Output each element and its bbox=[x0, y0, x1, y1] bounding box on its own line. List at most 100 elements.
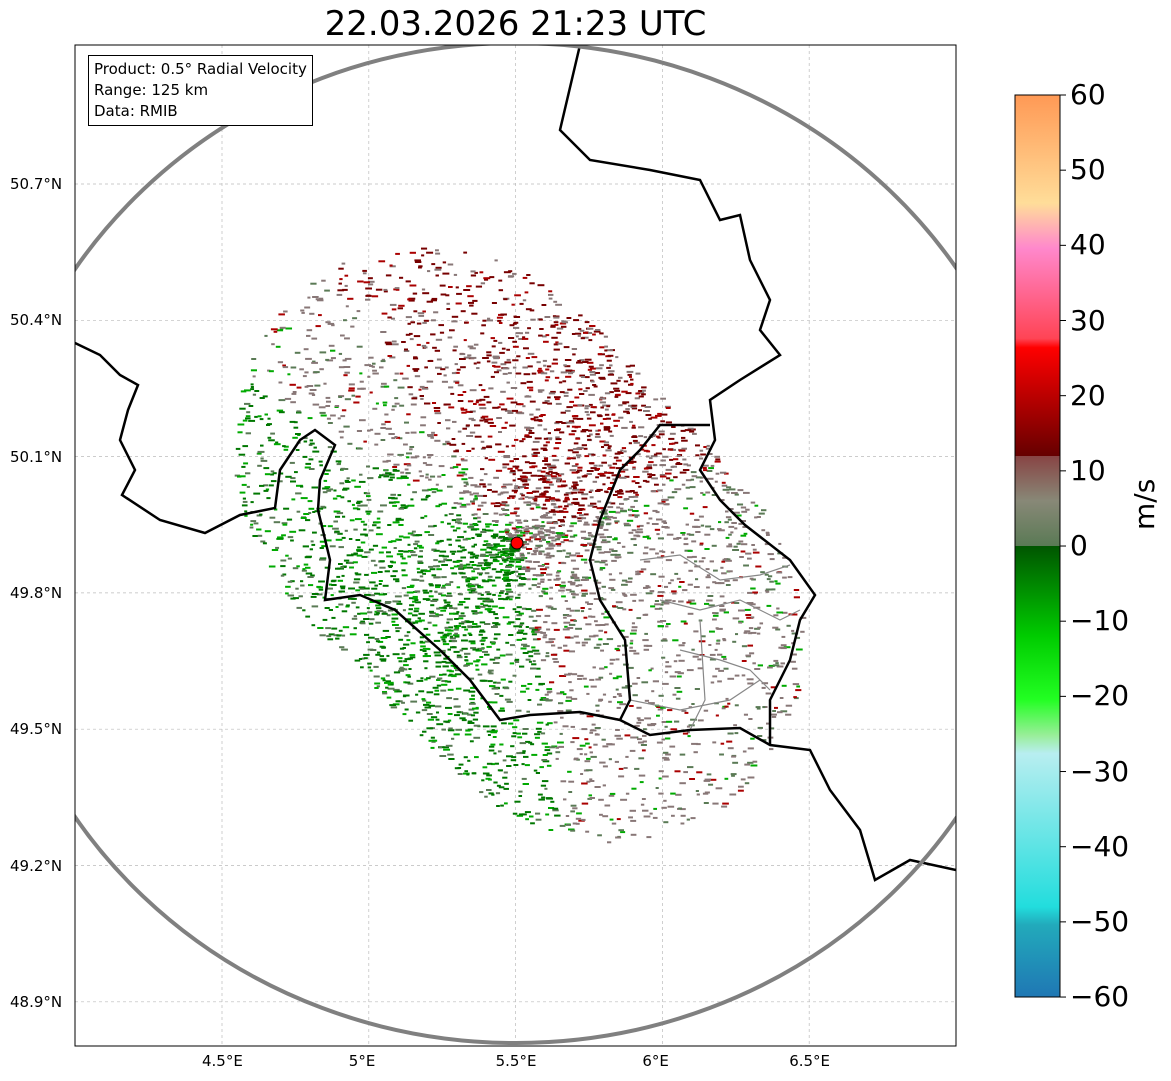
echo-pixel bbox=[589, 367, 596, 370]
echo-pixel bbox=[666, 533, 674, 536]
echo-pixel bbox=[505, 653, 513, 656]
echo-pixel bbox=[488, 458, 496, 461]
echo-pixel bbox=[608, 430, 613, 433]
echo-pixel bbox=[532, 440, 540, 443]
echo-pixel bbox=[512, 473, 516, 476]
echo-pixel bbox=[483, 473, 488, 476]
echo-pixel bbox=[714, 460, 721, 463]
echo-pixel bbox=[491, 568, 497, 571]
echo-pixel bbox=[519, 552, 524, 555]
echo-pixel bbox=[580, 544, 588, 546]
echo-pixel bbox=[732, 640, 737, 643]
echo-pixel bbox=[514, 438, 519, 441]
echo-pixel bbox=[729, 793, 737, 796]
echo-pixel bbox=[563, 394, 569, 397]
echo-pixel bbox=[591, 723, 596, 726]
echo-pixel bbox=[563, 798, 567, 801]
echo-pixel bbox=[405, 280, 411, 283]
echo-pixel bbox=[745, 614, 752, 616]
echo-pixel bbox=[726, 486, 732, 489]
echo-pixel bbox=[389, 264, 393, 267]
echo-pixel bbox=[649, 457, 653, 460]
echo-pixel bbox=[553, 321, 559, 324]
echo-pixel bbox=[385, 636, 391, 638]
echo-pixel bbox=[324, 566, 331, 569]
echo-pixel bbox=[606, 638, 614, 641]
echo-pixel bbox=[462, 566, 467, 569]
echo-pixel bbox=[305, 615, 311, 618]
echo-pixel bbox=[612, 696, 617, 698]
echo-pixel bbox=[574, 332, 582, 335]
echo-pixel bbox=[491, 729, 495, 732]
echo-pixel bbox=[486, 351, 492, 354]
echo-pixel bbox=[574, 503, 580, 505]
echo-pixel bbox=[649, 590, 655, 593]
echo-pixel bbox=[505, 564, 509, 567]
echo-pixel bbox=[457, 593, 462, 595]
echo-pixel bbox=[776, 665, 784, 668]
echo-pixel bbox=[691, 475, 698, 478]
echo-pixel bbox=[545, 498, 550, 501]
echo-pixel bbox=[608, 700, 612, 703]
echo-pixel bbox=[511, 527, 518, 530]
echo-pixel bbox=[368, 636, 375, 639]
echo-pixel bbox=[564, 534, 569, 537]
echo-pixel bbox=[633, 491, 638, 494]
echo-pixel bbox=[743, 491, 750, 494]
echo-pixel bbox=[486, 762, 493, 765]
echo-pixel bbox=[620, 831, 626, 834]
echo-pixel bbox=[289, 530, 297, 533]
echo-pixel bbox=[697, 719, 704, 722]
echo-pixel bbox=[566, 627, 574, 629]
echo-pixel bbox=[606, 417, 611, 420]
echo-pixel bbox=[692, 655, 699, 658]
echo-pixel bbox=[399, 372, 404, 375]
echo-pixel bbox=[689, 512, 695, 515]
echo-pixel bbox=[558, 702, 564, 705]
echo-pixel bbox=[445, 559, 453, 562]
echo-pixel bbox=[379, 366, 384, 369]
echo-pixel bbox=[702, 467, 707, 469]
echo-pixel bbox=[509, 324, 515, 327]
echo-pixel bbox=[725, 536, 730, 539]
echo-pixel bbox=[668, 437, 675, 440]
echo-pixel bbox=[576, 361, 583, 364]
echo-pixel bbox=[519, 622, 525, 625]
echo-pixel bbox=[537, 582, 541, 585]
lon-label: 5°E bbox=[348, 1052, 376, 1070]
echo-pixel bbox=[404, 505, 409, 508]
echo-pixel bbox=[407, 298, 412, 301]
map-title: 22.03.2026 21:23 UTC bbox=[324, 4, 707, 44]
echo-pixel bbox=[463, 564, 467, 567]
echo-pixel bbox=[489, 276, 495, 279]
echo-pixel bbox=[283, 445, 289, 448]
echo-pixel bbox=[481, 324, 486, 327]
echo-pixel bbox=[725, 697, 729, 700]
echo-pixel bbox=[284, 397, 292, 400]
echo-pixel bbox=[533, 499, 538, 502]
echo-pixel bbox=[532, 660, 536, 663]
echo-pixel bbox=[447, 336, 453, 339]
echo-pixel bbox=[500, 569, 504, 571]
echo-pixel bbox=[363, 587, 370, 590]
echo-pixel bbox=[634, 724, 640, 727]
echo-pixel bbox=[563, 346, 570, 349]
echo-pixel bbox=[310, 540, 314, 543]
echo-pixel bbox=[655, 452, 662, 455]
echo-pixel bbox=[708, 467, 714, 470]
echo-pixel bbox=[654, 600, 660, 602]
echo-pixel bbox=[263, 467, 270, 470]
echo-pixel bbox=[486, 789, 492, 791]
echo-pixel bbox=[548, 297, 553, 300]
echo-pixel bbox=[307, 296, 311, 299]
echo-pixel bbox=[567, 503, 573, 506]
echo-pixel bbox=[244, 514, 248, 517]
echo-pixel bbox=[548, 468, 553, 470]
echo-pixel bbox=[523, 632, 528, 635]
echo-pixel bbox=[580, 530, 587, 533]
echo-pixel bbox=[616, 649, 621, 652]
echo-pixel bbox=[602, 745, 609, 748]
echo-pixel bbox=[426, 713, 433, 715]
echo-pixel bbox=[557, 474, 562, 477]
echo-pixel bbox=[469, 740, 474, 743]
